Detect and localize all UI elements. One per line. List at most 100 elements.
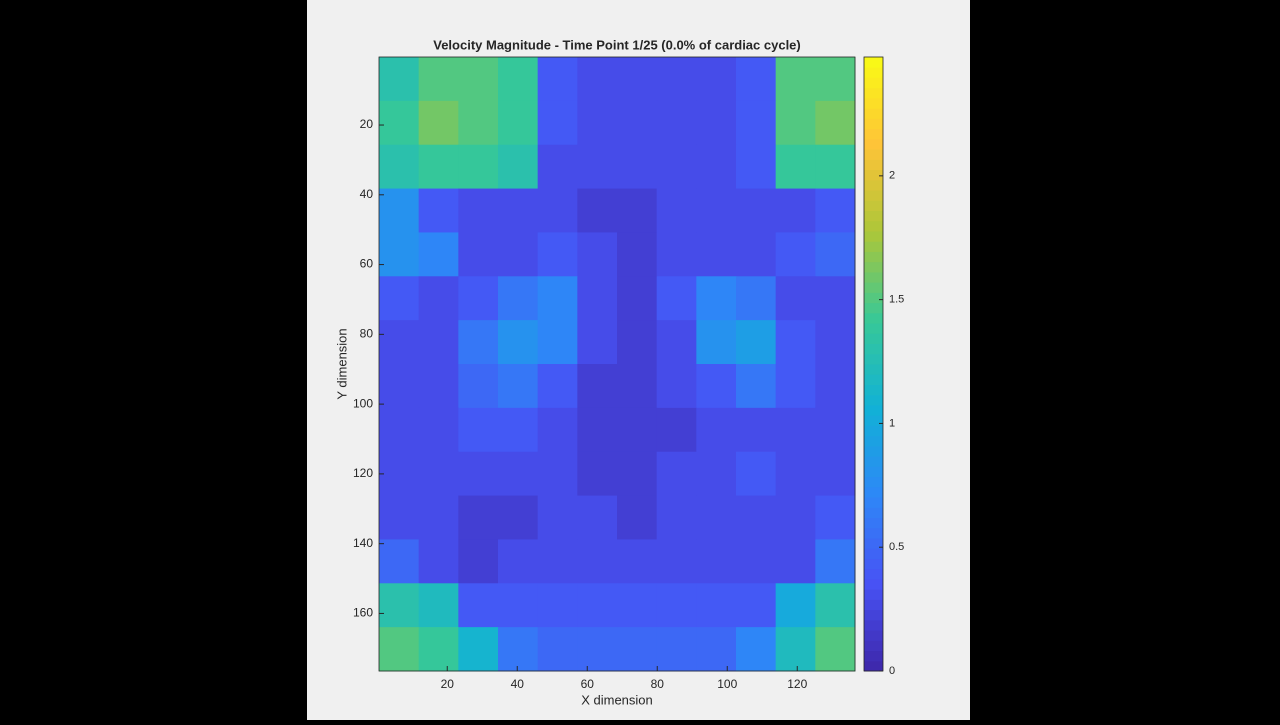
- colorbar-swatch: [864, 435, 883, 447]
- heatmap-cell: [656, 188, 697, 233]
- colorbar-swatch: [864, 476, 883, 488]
- heatmap-cell: [815, 451, 856, 497]
- heatmap-cell: [696, 144, 737, 190]
- colorbar-tick-label: 1: [889, 417, 895, 429]
- colorbar-swatch: [864, 220, 883, 232]
- heatmap-cell: [418, 188, 459, 233]
- heatmap-cell: [617, 495, 658, 540]
- heatmap-cell: [775, 627, 816, 672]
- heatmap-cell: [498, 188, 539, 233]
- heatmap-cell: [418, 364, 459, 409]
- colorbar-swatch: [864, 312, 883, 324]
- heatmap-cell: [577, 583, 618, 628]
- heatmap-cell: [696, 407, 737, 453]
- heatmap-cell: [458, 100, 499, 146]
- colorbar-swatch: [864, 660, 883, 672]
- heatmap-cell: [775, 188, 816, 233]
- heatmap-cell: [458, 627, 499, 672]
- heatmap-cell: [696, 320, 737, 365]
- heatmap-cell: [379, 407, 420, 453]
- colorbar-swatch: [864, 159, 883, 171]
- colorbar-swatch: [864, 67, 883, 78]
- colorbar-tick-label: 0.5: [889, 541, 904, 553]
- colorbar-swatch: [864, 282, 883, 293]
- heatmap-cell: [498, 232, 539, 277]
- heatmap-cell: [379, 451, 420, 497]
- colorbar-swatch: [864, 241, 883, 252]
- colorbar-swatch: [864, 589, 883, 600]
- colorbar-swatch: [864, 568, 883, 580]
- colorbar-swatch: [864, 640, 883, 652]
- colorbar-swatch: [864, 292, 883, 304]
- heatmap-cell: [418, 495, 459, 540]
- heatmap-cell: [537, 144, 578, 190]
- colorbar-swatch: [864, 630, 883, 641]
- heatmap-cell: [458, 583, 499, 628]
- colorbar-swatch: [864, 527, 883, 539]
- heatmap-cell: [815, 100, 856, 146]
- heatmap-cell: [537, 320, 578, 365]
- heatmap-cell: [498, 583, 539, 628]
- heatmap-cell: [656, 583, 697, 628]
- heatmap-cell: [617, 276, 658, 321]
- heatmap-cell: [379, 364, 420, 409]
- heatmap-cell: [498, 539, 539, 584]
- colorbar-swatch: [864, 374, 883, 385]
- heatmap-cell: [775, 583, 816, 628]
- colorbar-swatch: [864, 138, 883, 150]
- heatmap-cell: [418, 583, 459, 628]
- heatmap-cell: [696, 364, 737, 409]
- colorbar-swatch: [864, 558, 883, 570]
- heatmap-cell: [696, 232, 737, 277]
- colorbar-frame: [863, 56, 884, 672]
- heatmap-cell: [696, 583, 737, 628]
- heatmap-cell: [815, 627, 856, 672]
- x-tick-label: 120: [787, 677, 807, 691]
- colorbar-swatch: [864, 609, 883, 621]
- colorbar-swatch: [864, 578, 883, 590]
- heatmap-cell: [815, 583, 856, 628]
- heatmap-cell: [617, 364, 658, 409]
- heatmap-cell: [815, 232, 856, 277]
- heatmap-cell: [736, 451, 777, 497]
- x-tick-label: 80: [651, 677, 665, 691]
- colorbar-swatch: [864, 650, 883, 662]
- heatmap-cell: [577, 276, 618, 321]
- heatmap-cell: [696, 451, 737, 497]
- heatmap-cell: [736, 627, 777, 672]
- heatmap-cell: [656, 232, 697, 277]
- colorbar-swatch: [864, 230, 883, 242]
- colorbar-swatch: [864, 333, 883, 345]
- heatmap-cell: [815, 144, 856, 190]
- heatmap-cell: [815, 188, 856, 233]
- heatmap-cell: [458, 364, 499, 409]
- heatmap-cell: [696, 188, 737, 233]
- heatmap-cell: [379, 232, 420, 277]
- heatmap-cell: [736, 276, 777, 321]
- heatmap-cell: [577, 451, 618, 497]
- heatmap-cell: [577, 320, 618, 365]
- colorbar-swatch: [864, 456, 883, 467]
- heatmap-cell: [537, 364, 578, 409]
- heatmap-cell: [815, 57, 856, 102]
- heatmap-cell: [537, 407, 578, 453]
- heatmap-cell: [577, 407, 618, 453]
- colorbar-swatch: [864, 517, 883, 529]
- x-tick-label: 40: [511, 677, 525, 691]
- heatmap-cell: [577, 188, 618, 233]
- heatmap-cell: [498, 495, 539, 540]
- heatmap-cell: [696, 100, 737, 146]
- colorbar-swatch: [864, 425, 883, 437]
- y-tick-label: 160: [353, 606, 373, 620]
- colorbar-swatch: [864, 77, 883, 89]
- colorbar-swatch: [864, 445, 883, 457]
- heatmap-cell: [815, 276, 856, 321]
- colorbar-swatch: [864, 343, 883, 355]
- heatmap-cell: [736, 407, 777, 453]
- heatmap-cell: [775, 539, 816, 584]
- heatmap-cell: [656, 539, 697, 584]
- heatmap-cell: [577, 364, 618, 409]
- heatmap-cell: [418, 57, 459, 102]
- colorbar-swatch: [864, 384, 883, 396]
